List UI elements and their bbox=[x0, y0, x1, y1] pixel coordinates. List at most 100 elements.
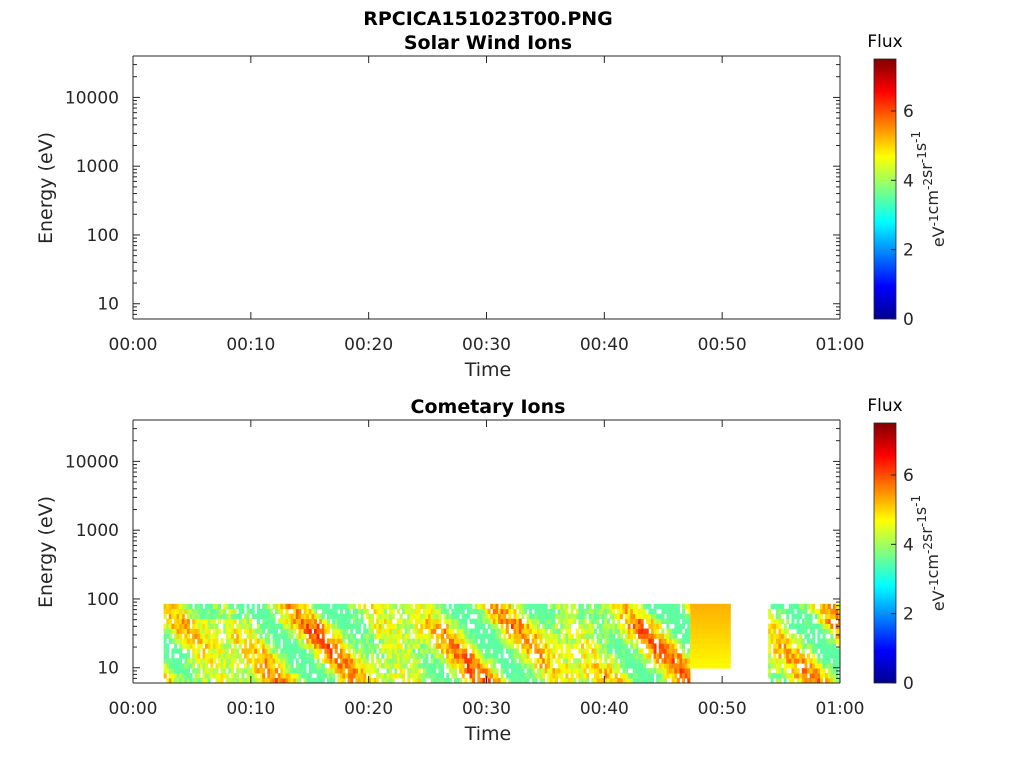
flux-cell bbox=[376, 668, 380, 674]
flux-cell bbox=[215, 628, 219, 634]
flux-cell bbox=[441, 603, 445, 610]
flux-cell bbox=[459, 618, 463, 625]
flux-cell bbox=[469, 628, 473, 634]
flux-cell bbox=[352, 623, 356, 629]
flux-cell bbox=[231, 658, 235, 664]
flux-cell bbox=[513, 673, 517, 679]
flux-cell bbox=[775, 618, 779, 625]
flux-cell bbox=[832, 653, 836, 659]
flux-cell bbox=[347, 658, 351, 664]
flux-cell bbox=[231, 668, 235, 674]
flux-cell bbox=[350, 658, 354, 664]
flux-cell bbox=[282, 663, 286, 669]
flux-cell bbox=[376, 628, 380, 634]
flux-cell bbox=[184, 658, 188, 664]
flux-cell bbox=[835, 603, 839, 610]
flux-cell bbox=[783, 658, 787, 664]
flux-cell bbox=[236, 613, 240, 620]
flux-cell bbox=[788, 643, 792, 649]
flux-cell bbox=[207, 633, 211, 639]
flux-cell bbox=[490, 638, 494, 644]
flux-cell bbox=[627, 663, 631, 669]
flux-cell bbox=[174, 673, 177, 679]
flux-cell bbox=[778, 618, 782, 625]
flux-cell bbox=[168, 668, 172, 674]
flux-cell bbox=[583, 668, 587, 674]
flux-cell bbox=[218, 643, 222, 649]
flux-cell bbox=[280, 603, 284, 610]
flux-cell bbox=[474, 658, 478, 664]
flux-cell bbox=[197, 653, 201, 659]
flux-cell bbox=[223, 628, 227, 634]
flux-cell bbox=[804, 643, 808, 649]
flux-cell bbox=[622, 608, 626, 615]
flux-cell bbox=[316, 663, 320, 669]
flux-cell bbox=[518, 623, 522, 629]
flux-cell bbox=[220, 653, 224, 659]
flux-cell bbox=[290, 618, 294, 625]
flux-cell bbox=[347, 603, 351, 610]
flux-cell bbox=[197, 663, 201, 669]
flux-cell bbox=[539, 603, 543, 610]
flux-cell bbox=[228, 603, 232, 610]
flux-cell bbox=[233, 618, 237, 625]
flux-cell bbox=[692, 648, 696, 654]
flux-cell bbox=[282, 678, 286, 684]
flux-cell bbox=[189, 678, 193, 684]
flux-cell bbox=[324, 668, 328, 674]
flux-cell bbox=[599, 658, 603, 664]
flux-cell bbox=[622, 668, 626, 674]
flux-cell bbox=[404, 608, 408, 615]
flux-cell bbox=[513, 648, 517, 654]
flux-cell bbox=[544, 663, 548, 669]
flux-cell bbox=[713, 633, 717, 639]
flux-cell bbox=[295, 678, 299, 684]
flux-cell bbox=[503, 608, 507, 615]
flux-cell bbox=[241, 648, 245, 654]
flux-cell bbox=[469, 673, 473, 679]
flux-cell bbox=[565, 608, 569, 615]
flux-cell bbox=[321, 618, 325, 625]
flux-cell bbox=[360, 608, 364, 615]
flux-cell bbox=[593, 668, 597, 674]
flux-cell bbox=[796, 638, 800, 644]
flux-cell bbox=[609, 678, 613, 684]
flux-cell bbox=[477, 613, 481, 620]
flux-cell bbox=[184, 603, 188, 610]
flux-cell bbox=[192, 633, 196, 639]
flux-cell bbox=[378, 613, 382, 620]
flux-cell bbox=[671, 608, 675, 615]
flux-cell bbox=[523, 658, 527, 664]
flux-cell bbox=[332, 673, 336, 679]
flux-cell bbox=[371, 653, 375, 659]
flux-cell bbox=[205, 628, 209, 634]
flux-cell bbox=[174, 648, 177, 654]
flux-cell bbox=[396, 643, 400, 649]
flux-cell bbox=[632, 618, 636, 625]
flux-cell bbox=[653, 668, 657, 674]
flux-cell bbox=[648, 618, 652, 625]
flux-cell bbox=[332, 628, 336, 634]
flux-cell bbox=[542, 628, 546, 634]
flux-cell bbox=[544, 623, 548, 629]
flux-cell bbox=[796, 678, 800, 684]
flux-cell bbox=[324, 673, 328, 679]
flux-cell bbox=[783, 638, 787, 644]
flux-cell bbox=[825, 678, 829, 684]
flux-cell bbox=[640, 653, 644, 659]
flux-cell bbox=[703, 663, 707, 669]
flux-cell bbox=[609, 613, 613, 620]
flux-cell bbox=[399, 653, 403, 659]
flux-cell bbox=[534, 648, 538, 654]
solar-wind-panel: Solar Wind Ions 00:00 00:10 00:20 00:30 00:4… bbox=[35, 32, 865, 381]
flux-cell bbox=[612, 643, 616, 649]
flux-cell bbox=[383, 608, 387, 615]
flux-cell bbox=[303, 613, 307, 620]
flux-cell bbox=[817, 668, 821, 674]
flux-cell bbox=[355, 638, 359, 644]
flux-cell bbox=[573, 603, 577, 610]
flux-cell bbox=[345, 613, 349, 620]
flux-cell bbox=[698, 633, 702, 639]
flux-cell bbox=[402, 678, 406, 684]
flux-cell bbox=[557, 663, 561, 669]
